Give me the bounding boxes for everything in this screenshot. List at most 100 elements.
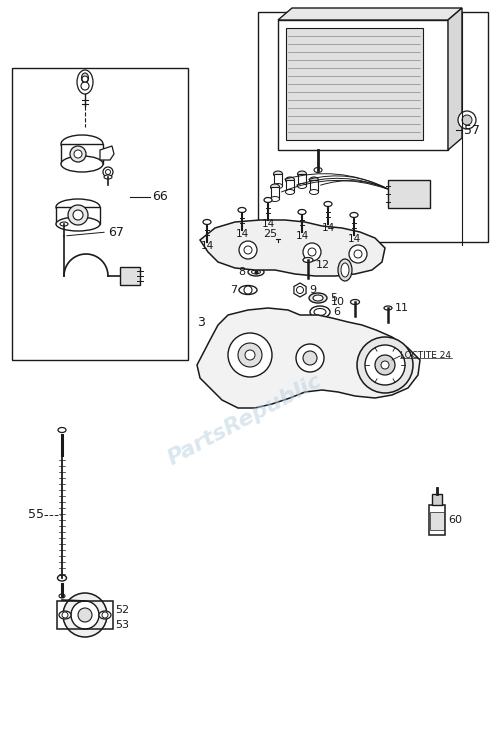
Text: 14: 14 bbox=[348, 234, 360, 244]
Ellipse shape bbox=[274, 229, 281, 239]
Circle shape bbox=[296, 286, 304, 293]
Ellipse shape bbox=[286, 190, 294, 194]
Circle shape bbox=[308, 248, 316, 256]
Polygon shape bbox=[448, 8, 462, 150]
Ellipse shape bbox=[338, 259, 352, 281]
Ellipse shape bbox=[61, 135, 103, 153]
Circle shape bbox=[354, 250, 362, 258]
Ellipse shape bbox=[59, 611, 71, 619]
Ellipse shape bbox=[238, 207, 246, 212]
Polygon shape bbox=[56, 207, 100, 224]
Text: 14: 14 bbox=[322, 223, 334, 233]
Ellipse shape bbox=[203, 220, 211, 225]
Polygon shape bbox=[429, 505, 445, 535]
Text: 5: 5 bbox=[330, 293, 337, 303]
Circle shape bbox=[62, 612, 68, 618]
Ellipse shape bbox=[56, 199, 100, 215]
Ellipse shape bbox=[341, 263, 349, 277]
Polygon shape bbox=[200, 220, 385, 276]
Circle shape bbox=[244, 246, 252, 254]
Text: 9: 9 bbox=[309, 285, 316, 295]
Circle shape bbox=[365, 345, 405, 385]
Circle shape bbox=[68, 205, 88, 225]
Ellipse shape bbox=[303, 258, 313, 263]
Circle shape bbox=[106, 169, 110, 174]
Ellipse shape bbox=[313, 295, 323, 301]
Ellipse shape bbox=[248, 268, 264, 276]
Circle shape bbox=[74, 150, 82, 158]
Ellipse shape bbox=[59, 594, 65, 598]
Ellipse shape bbox=[104, 175, 112, 179]
Polygon shape bbox=[430, 512, 444, 530]
Ellipse shape bbox=[310, 190, 318, 194]
Circle shape bbox=[357, 337, 413, 393]
Circle shape bbox=[244, 286, 252, 294]
Ellipse shape bbox=[270, 196, 280, 201]
Text: 14: 14 bbox=[236, 229, 248, 239]
Ellipse shape bbox=[239, 285, 257, 294]
Text: LOCTITE 24: LOCTITE 24 bbox=[400, 350, 451, 359]
Ellipse shape bbox=[314, 167, 322, 172]
Ellipse shape bbox=[309, 293, 327, 303]
Ellipse shape bbox=[324, 201, 332, 207]
Circle shape bbox=[239, 241, 257, 259]
Circle shape bbox=[103, 167, 113, 177]
Circle shape bbox=[296, 344, 324, 372]
Circle shape bbox=[73, 210, 83, 220]
Ellipse shape bbox=[350, 212, 358, 218]
Ellipse shape bbox=[99, 611, 111, 619]
Polygon shape bbox=[286, 28, 423, 140]
Ellipse shape bbox=[274, 183, 282, 188]
Text: 66: 66 bbox=[152, 191, 168, 204]
Ellipse shape bbox=[298, 183, 306, 188]
Polygon shape bbox=[298, 174, 306, 186]
Circle shape bbox=[245, 350, 255, 360]
Polygon shape bbox=[197, 308, 420, 408]
Text: 14: 14 bbox=[200, 241, 213, 251]
Ellipse shape bbox=[82, 73, 88, 83]
Circle shape bbox=[81, 82, 89, 90]
Circle shape bbox=[63, 593, 107, 637]
Text: 11: 11 bbox=[395, 303, 409, 313]
Polygon shape bbox=[432, 494, 442, 505]
Ellipse shape bbox=[310, 306, 330, 318]
Text: 60: 60 bbox=[448, 515, 462, 525]
Circle shape bbox=[375, 355, 395, 375]
Polygon shape bbox=[100, 146, 114, 160]
Text: 12: 12 bbox=[316, 260, 330, 270]
Circle shape bbox=[349, 245, 367, 263]
Ellipse shape bbox=[274, 171, 282, 177]
Ellipse shape bbox=[298, 210, 306, 215]
Ellipse shape bbox=[264, 198, 272, 202]
Ellipse shape bbox=[56, 217, 100, 231]
Polygon shape bbox=[278, 8, 462, 20]
Text: 6: 6 bbox=[333, 307, 340, 317]
Ellipse shape bbox=[58, 428, 66, 432]
Ellipse shape bbox=[286, 177, 294, 183]
Ellipse shape bbox=[60, 222, 68, 226]
Text: 10: 10 bbox=[331, 297, 345, 307]
Ellipse shape bbox=[252, 270, 260, 274]
Ellipse shape bbox=[350, 299, 360, 304]
Text: 55: 55 bbox=[28, 509, 44, 521]
Text: 8: 8 bbox=[238, 267, 245, 277]
Ellipse shape bbox=[61, 156, 103, 172]
Text: 3: 3 bbox=[197, 315, 205, 328]
Circle shape bbox=[102, 612, 108, 618]
Polygon shape bbox=[286, 180, 294, 192]
Text: 53: 53 bbox=[115, 620, 129, 630]
Polygon shape bbox=[271, 187, 279, 199]
Ellipse shape bbox=[310, 177, 318, 183]
Circle shape bbox=[70, 146, 86, 162]
Polygon shape bbox=[274, 174, 282, 186]
Polygon shape bbox=[61, 144, 103, 164]
Circle shape bbox=[381, 361, 389, 369]
Circle shape bbox=[71, 601, 99, 629]
Text: 25: 25 bbox=[263, 229, 277, 239]
Polygon shape bbox=[388, 180, 430, 208]
Text: 57: 57 bbox=[464, 123, 480, 137]
Circle shape bbox=[303, 351, 317, 365]
Polygon shape bbox=[278, 20, 448, 150]
Circle shape bbox=[82, 76, 88, 82]
Circle shape bbox=[462, 115, 472, 125]
